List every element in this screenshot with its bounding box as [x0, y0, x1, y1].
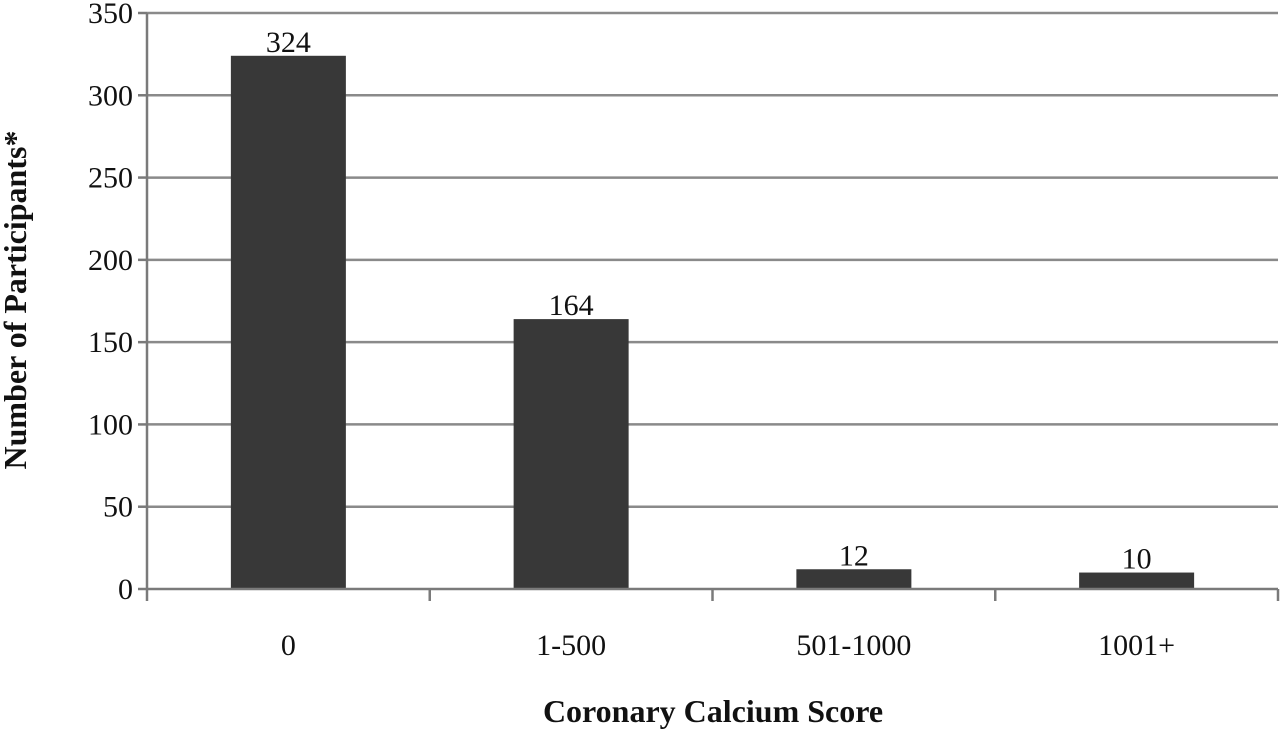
data-labels: 324 164 12 10 [266, 26, 1152, 576]
x-tick-label-1-500: 1-500 [536, 629, 606, 662]
x-tick-label-0: 0 [281, 629, 296, 662]
bars [230, 55, 1195, 589]
data-label-501-1000: 12 [839, 539, 869, 572]
axes [138, 11, 1280, 601]
y-tick-label-100: 100 [88, 408, 133, 441]
data-label-1-500: 164 [549, 289, 594, 322]
y-axis-title: Number of Participants* [0, 131, 33, 470]
bar-501-1000 [796, 569, 912, 589]
y-tick-label-350: 350 [88, 0, 133, 30]
y-tick-label-300: 300 [88, 79, 133, 112]
y-tick-label-250: 250 [88, 162, 133, 195]
bar-1001+ [1079, 572, 1195, 589]
data-label-0: 324 [266, 26, 311, 59]
tick-labels: 0 50 100 150 200 250 300 350 0 1-500 501-1000 1001+ [88, 0, 1175, 662]
x-tick-label-1001+: 1001+ [1098, 629, 1175, 662]
bar-0 [230, 55, 346, 589]
x-axis-title: Coronary Calcium Score [543, 693, 883, 729]
x-tick-label-501-1000: 501-1000 [796, 629, 911, 662]
data-label-1001+: 10 [1122, 543, 1152, 576]
bar-1-500 [513, 319, 629, 589]
y-tick-label-50: 50 [103, 491, 133, 524]
y-tick-label-0: 0 [118, 573, 133, 606]
y-tick-label-200: 200 [88, 244, 133, 277]
y-tick-label-150: 150 [88, 326, 133, 359]
